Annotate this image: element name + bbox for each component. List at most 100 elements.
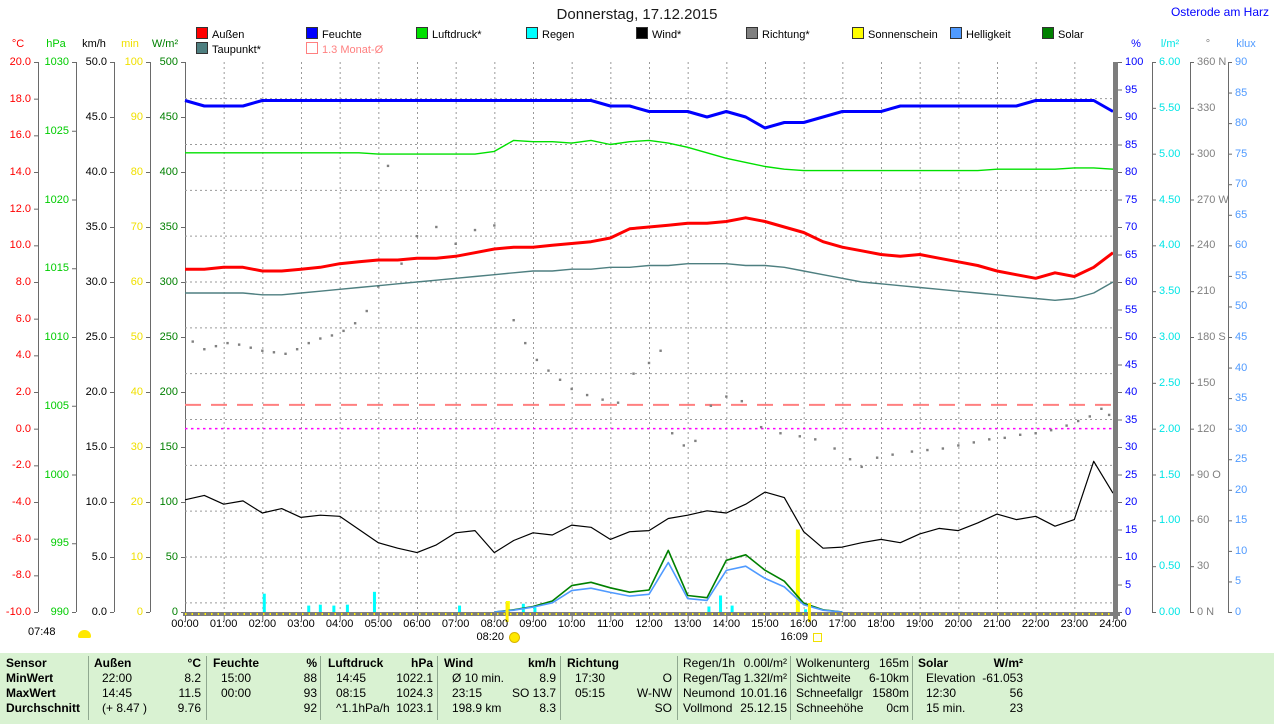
table-header: Außen [94,656,132,670]
series-richtung-dot [547,369,550,372]
series-richtung-dot [891,453,894,456]
table-cell-value: 1024.3 [396,686,433,700]
axis-label: 0.00 [1159,606,1181,618]
series-richtung-dot [759,425,763,429]
series-luftdruck-line [185,139,1114,172]
axis-label: 12.0 [9,202,31,215]
axis-label: 65 [1125,248,1138,261]
axis-unit-°C: °C [11,38,25,50]
axis-unit-min: min [121,38,139,50]
series-richtung-dot [319,337,322,340]
x-axis-label: 09:00 [519,618,547,630]
series-regen-bar [345,604,349,612]
legend-label: Außen [212,29,245,41]
series-regen-bar [372,591,376,612]
axis-label: 1025 [44,124,69,137]
axis-label: 500 [159,56,178,68]
axis-label: 10 [1125,551,1138,563]
series-richtung-dot [284,352,287,356]
axis-label: 330 [1197,101,1216,114]
axis-label: 120 [1197,422,1216,435]
table-cell-label: Schneefallgr [796,686,863,700]
axis-label: 55 [1125,303,1138,316]
x-axis-label: 13:00 [673,618,702,630]
table-cell-label: 23:15 [452,686,483,700]
table-header-unit: °C [187,656,201,670]
series-sonnenschein-bar [795,529,800,612]
series-richtung-dot [814,438,817,441]
series-richtung-dot [926,448,929,452]
series-richtung-dot [203,348,206,351]
table-cell-label: 15 min. [926,701,966,715]
series-außen-line [185,216,1114,280]
series-richtung-dot [191,340,194,343]
axis-label: -2.0 [12,459,31,472]
table-cell-value: SO [654,701,672,715]
table-cell-label: Elevation [926,671,976,685]
axis-label: 40 [1125,386,1138,398]
table-column-separator [320,656,321,720]
x-axis-label: 07:00 [441,618,470,630]
series-richtung-dot [833,447,836,450]
x-axis-label: 18:00 [867,618,895,630]
legend-item-8: Solar [1042,27,1084,41]
axis-label: 25 [1235,453,1248,466]
series-richtung-dot [473,228,477,232]
table-cell-value: 10.01.16 [740,686,787,700]
axis-label: 55 [1235,269,1248,282]
table-cell-label: (+ 8.47 ) [102,701,148,715]
axis-label: 2.00 [1159,422,1181,435]
series-richtung-dot [237,343,241,346]
axis-label: 10 [130,551,143,563]
axis-label: 240 [1197,239,1216,252]
axis-label: 200 [159,386,178,398]
series-richtung-dot [524,341,527,345]
dawn-sun-icon [78,630,91,638]
axis-label: 1.50 [1159,468,1181,481]
table-cell-value: 1022.1 [396,671,433,685]
table-cell-value: 165m [878,656,909,670]
legend-label: Richtung* [762,29,810,41]
dawn-time-label: 07:48 [28,626,56,638]
legend-swatch-icon [196,42,208,54]
series-richtung-dot [1077,419,1080,423]
axis-label: 25.0 [85,331,107,343]
x-axis-label: 00:00 [171,618,199,630]
axis-label: 100 [1125,56,1144,68]
legend-label: Taupunkt* [212,44,261,56]
axis-label: 30 [130,441,143,453]
table-cell-label: Schneehöhe [796,701,864,715]
axis-label: 70 [1125,221,1138,233]
series-richtung-dot [647,361,651,365]
axis-label: 50.0 [85,56,107,68]
series-richtung-dot [365,309,368,313]
table-header: Richtung [567,656,619,670]
axis-label: 15 [1235,514,1248,527]
legend-item-4: Wind* [636,27,681,41]
axis-label: 150 [1197,376,1216,389]
axis-unit-km/h: km/h [82,38,106,50]
series-richtung-dot [632,372,635,375]
axis-label: 75 [1235,147,1248,160]
axis-label: 60 [1235,239,1248,252]
series-richtung-dot [779,432,782,435]
page-title: Donnerstag, 17.12.2015 [556,6,718,23]
axis-label: 1010 [44,331,69,343]
table-cell-label: 198.9 km [452,701,502,715]
legend-swatch-icon [196,27,208,39]
x-axis-label: 02:00 [248,618,277,630]
series-regen-bar [458,605,462,612]
table-header: Feuchte [213,656,260,670]
table-cell-value: 0.00l/m² [743,656,787,670]
series-richtung-dot [860,465,863,469]
axis-label: 25 [1125,468,1138,481]
axis-label: 20.0 [85,386,107,398]
legend-label: Sonnenschein [868,29,938,41]
x-axis-label: 01:00 [209,618,238,630]
x-axis-label: 12:00 [635,618,663,630]
table-cell-value: W-NW [636,686,672,700]
series-regen-bar [262,593,266,612]
x-axis-label: 08:00 [480,618,509,630]
series-richtung-dot [988,438,991,441]
table-cell-value: 1580m [872,686,909,700]
